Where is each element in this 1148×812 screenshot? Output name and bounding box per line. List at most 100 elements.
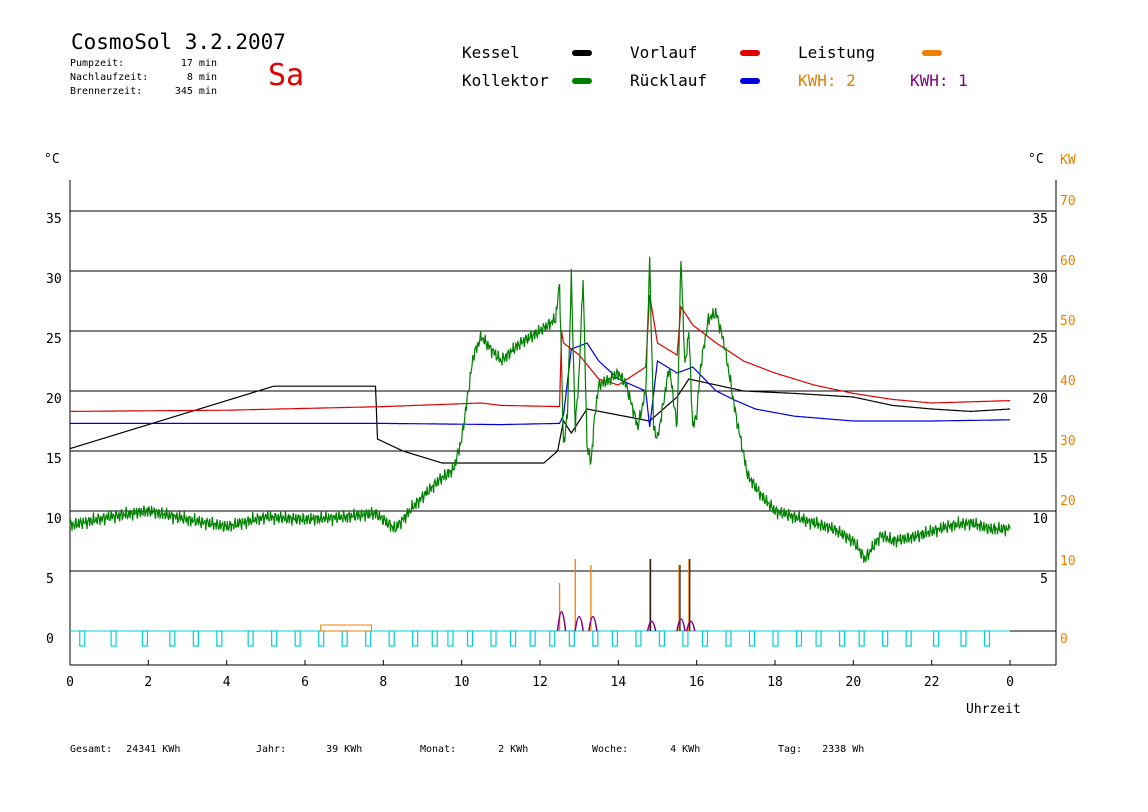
y-tick-label-left: 5 — [46, 572, 54, 587]
pump-pulse — [592, 630, 599, 647]
pump-pulse — [388, 630, 395, 647]
pump-pulse — [110, 630, 117, 647]
x-tick-label: 10 — [454, 675, 470, 690]
pump-pulse — [549, 630, 556, 647]
series-line-vorlauf — [70, 294, 1010, 412]
y-tick-label-right: 35 — [1032, 212, 1048, 227]
kwh-bump — [646, 620, 657, 632]
stat-pumpzeit: Pumpzeit: 17 min — [70, 58, 217, 69]
y-tick-label-left: 30 — [46, 272, 62, 287]
series-line-kollektor — [69, 256, 1011, 563]
stats-block: Pumpzeit: 17 min Nachlaufzeit: 8 min Brenn… — [70, 57, 217, 99]
x-tick-label: 22 — [924, 675, 940, 690]
pump-pulse — [192, 630, 199, 647]
y-tick-label-right: 25 — [1032, 332, 1048, 347]
x-tick-label: 0 — [1006, 675, 1014, 690]
pump-pulse — [725, 630, 732, 647]
y-tick-label-left: 15 — [46, 452, 62, 467]
pump-pulse — [431, 630, 438, 647]
y-tick-label-kw: 30 — [1060, 434, 1076, 449]
weekday-label: Sa — [268, 58, 305, 93]
y-tick-label-kw: 20 — [1060, 494, 1076, 509]
y-tick-label-right: 20 — [1032, 392, 1048, 407]
pump-pulse — [271, 630, 278, 647]
pump-pulse — [795, 630, 803, 647]
x-tick-label: 18 — [767, 675, 783, 690]
pump-pulse — [905, 630, 912, 647]
legend-kessel-label: Kessel — [462, 43, 520, 62]
y-tick-label-kw: 50 — [1060, 314, 1076, 329]
x-tick-label: 12 — [532, 675, 548, 690]
pump-pulse — [341, 630, 348, 647]
pump-pulse — [447, 630, 454, 647]
pump-pulse — [658, 630, 666, 647]
legend-kollektor-swatch — [572, 78, 592, 84]
pump-pulse — [701, 630, 709, 647]
kwh-bump — [556, 611, 567, 632]
footer-woche: Woche: 4 KWh — [592, 744, 701, 755]
x-tick-label: 8 — [379, 675, 387, 690]
legend-leistung-label: Leistung — [798, 43, 876, 62]
x-tick-label: 16 — [689, 675, 705, 690]
pump-pulse — [815, 630, 822, 647]
y-tick-label-left: 10 — [46, 512, 62, 527]
legend-vorlauf-swatch — [740, 50, 760, 56]
chart-title: CosmoSol 3.2.2007 — [71, 30, 286, 54]
x-tick-label: 4 — [223, 675, 231, 690]
pump-pulse — [412, 630, 419, 647]
pump-pulse — [838, 630, 846, 647]
stat-nachlaufzeit: Nachlaufzeit: 8 min — [70, 72, 217, 83]
pump-pulse — [568, 630, 575, 647]
pump-pulse — [169, 630, 176, 647]
pump-pulse — [611, 630, 619, 647]
y-tick-label-right: 5 — [1040, 572, 1048, 587]
y-tick-label-right: 15 — [1032, 452, 1048, 467]
stat-brennerzeit: Brennerzeit: 345 min — [70, 86, 217, 97]
y-tick-label-kw: 0 — [1060, 632, 1068, 647]
pump-pulse — [509, 630, 517, 647]
kwh-bump — [588, 615, 598, 632]
pump-pulse — [365, 630, 372, 647]
pump-pulse — [294, 630, 301, 647]
legend-kollektor-label: Kollektor — [462, 71, 549, 90]
legend-ruecklauf-label: Rücklauf — [630, 71, 708, 90]
x-tick-label: 0 — [66, 675, 74, 690]
pump-pulse — [529, 630, 536, 647]
x-tick-label: 14 — [611, 675, 627, 690]
legend-ruecklauf-swatch — [740, 78, 760, 84]
right-axis-unit-kw: KW — [1060, 153, 1076, 168]
kwh-bump — [574, 615, 584, 632]
pump-pulse — [882, 630, 889, 647]
footer-gesamt: Gesamt: 24341 KWh — [70, 744, 181, 755]
leistung-bump — [320, 624, 373, 632]
pump-pulse — [216, 630, 223, 647]
y-tick-label-kw: 40 — [1060, 374, 1076, 389]
pump-pulse — [635, 630, 642, 647]
y-tick-label-left: 35 — [46, 212, 62, 227]
legend-vorlauf-label: Vorlauf — [630, 43, 698, 62]
legend-kessel-swatch — [572, 50, 592, 56]
footer-tag: Tag: 2338 Wh — [778, 744, 865, 755]
kwh-bump — [686, 620, 696, 632]
pump-pulse — [858, 630, 865, 647]
pump-pulse — [772, 630, 779, 647]
left-axis-unit: °C — [44, 152, 60, 167]
x-axis-title: Uhrzeit — [966, 702, 1021, 717]
y-tick-label-left: 0 — [46, 632, 54, 647]
y-tick-label-left: 25 — [46, 332, 62, 347]
legend-leistung-swatch — [922, 50, 942, 56]
pump-pulse — [141, 630, 149, 647]
right-axis-unit-c: °C — [1028, 152, 1044, 167]
pump-pulse — [932, 630, 940, 647]
pump-pulse — [79, 630, 86, 647]
pump-pulse — [318, 630, 325, 647]
y-tick-label-kw: 10 — [1060, 554, 1076, 569]
pump-pulse — [748, 630, 756, 647]
x-tick-label: 2 — [144, 675, 152, 690]
kwh-left-label: KWH: 2 — [798, 71, 856, 90]
series-line-kessel — [69, 378, 1010, 464]
y-tick-label-left: 20 — [46, 392, 62, 407]
footer-jahr: Jahr: 39 KWh — [256, 744, 363, 755]
pump-pulse — [983, 630, 991, 647]
pump-pulse — [247, 630, 254, 647]
